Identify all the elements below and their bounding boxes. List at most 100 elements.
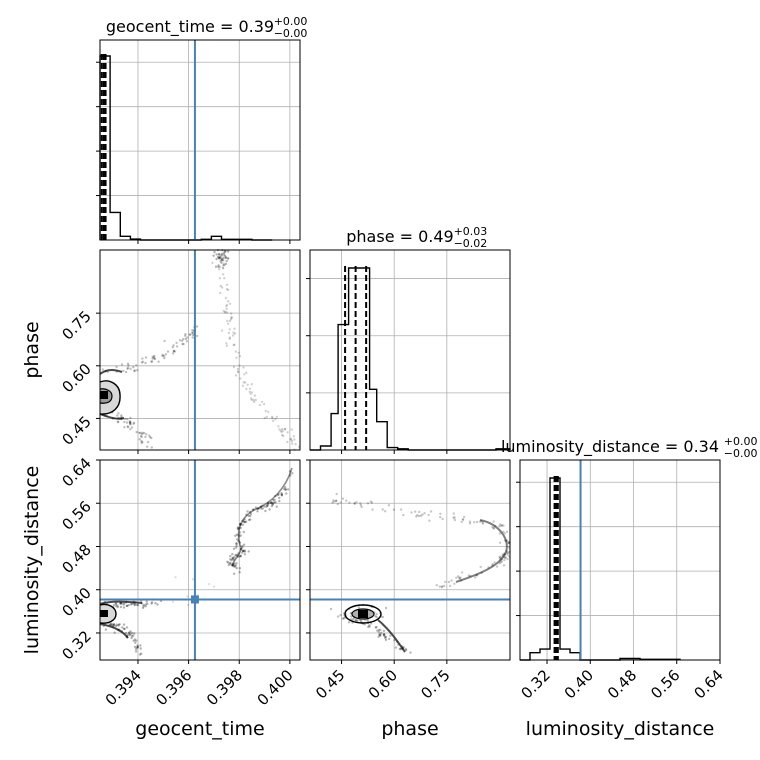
truth-layer (100, 40, 582, 660)
sample-point (222, 256, 225, 260)
sample-point (418, 510, 421, 514)
sample-point (235, 356, 238, 359)
title-text: phase = 0.49 (346, 227, 453, 246)
sample-point (122, 369, 125, 373)
sample-point (236, 538, 239, 541)
sample-point (481, 522, 485, 525)
sample-point (359, 619, 362, 622)
sample-point (219, 291, 222, 295)
sample-point (125, 421, 129, 424)
sample-point (239, 526, 242, 530)
sample-point (136, 646, 139, 649)
sample-point (468, 520, 472, 523)
sample-point (239, 554, 242, 557)
sample-point (213, 250, 216, 254)
sample-point (374, 626, 377, 629)
sample-point (369, 500, 373, 503)
sample-point (241, 546, 244, 549)
sample-point (234, 553, 237, 557)
sample-point (233, 565, 237, 568)
tick-label-phase: 0.45 (58, 413, 94, 449)
sample-point (140, 439, 143, 443)
sample-point (460, 520, 463, 524)
sample-point (217, 265, 220, 269)
sample-point (503, 558, 506, 562)
sample-point (492, 520, 495, 523)
sample-point (460, 571, 464, 574)
sample-point (191, 328, 194, 332)
sample-point (382, 633, 386, 636)
sample-point (246, 383, 249, 386)
sample-point (423, 512, 426, 515)
sample-point (273, 501, 276, 504)
sample-point (139, 431, 142, 435)
sample-point (112, 622, 116, 626)
sample-point (456, 575, 460, 578)
sample-point (136, 645, 139, 649)
sample-point (152, 356, 156, 359)
sample-point (161, 353, 165, 357)
sample-point (220, 261, 223, 264)
sample-point (229, 558, 232, 561)
sample-point (267, 410, 270, 414)
sample-point (141, 440, 144, 444)
sample-point (223, 311, 226, 314)
sample-point (388, 637, 391, 641)
panel-title-phase: phase = 0.49 +0.03−0.02 (346, 225, 487, 250)
sample-point (370, 501, 374, 504)
sample-point (348, 501, 351, 504)
sample-point (226, 300, 230, 303)
sample-point (126, 367, 129, 370)
sample-point (290, 428, 293, 431)
sample-point (232, 565, 235, 568)
sample-point (410, 511, 413, 514)
sample-point (226, 319, 229, 323)
sample-point (394, 646, 398, 649)
sample-point (220, 329, 224, 332)
sample-point (243, 518, 246, 521)
sample-point (229, 561, 232, 565)
sample-point (278, 499, 281, 503)
sample-point (239, 534, 242, 537)
title-superscript: +0.03 (454, 225, 488, 238)
sample-point (284, 488, 287, 492)
sample-point (117, 412, 120, 415)
sample-point (262, 402, 266, 406)
sample-point (229, 312, 233, 315)
sample-point (428, 519, 431, 522)
sample-point (123, 420, 126, 424)
sample-point (500, 560, 503, 563)
sample-point (116, 414, 119, 417)
title-superscript: +0.00 (274, 15, 308, 28)
sample-point (495, 565, 499, 568)
sample-point (247, 518, 251, 522)
sample-point (238, 571, 241, 574)
sample-point (242, 381, 245, 384)
sample-point (112, 624, 116, 627)
sample-point (435, 584, 438, 587)
sample-point (181, 342, 184, 346)
sample-point (132, 365, 135, 369)
sample-point (288, 470, 292, 473)
sample-point (243, 550, 247, 553)
tick-label-luminosity_distance: 0.48 (604, 666, 640, 702)
sample-point (222, 251, 226, 254)
sample-point (126, 362, 130, 365)
sample-point (237, 351, 240, 354)
sample-point (505, 530, 509, 533)
sample-point (335, 492, 338, 496)
sample-point (128, 420, 131, 423)
sample-point (271, 415, 274, 419)
sample-point (221, 273, 225, 276)
sample-point (221, 266, 225, 270)
sample-point (506, 552, 509, 555)
tick-label-geocent_time: 0.400 (254, 666, 297, 709)
sample-point (283, 427, 287, 431)
sample-point (217, 264, 220, 267)
sample-point (153, 357, 157, 361)
sample-point (256, 507, 259, 510)
y-axis-label: luminosity_distance (21, 466, 43, 655)
panel-frame (99, 459, 301, 661)
sample-point (207, 582, 211, 586)
contour-core (358, 610, 368, 618)
